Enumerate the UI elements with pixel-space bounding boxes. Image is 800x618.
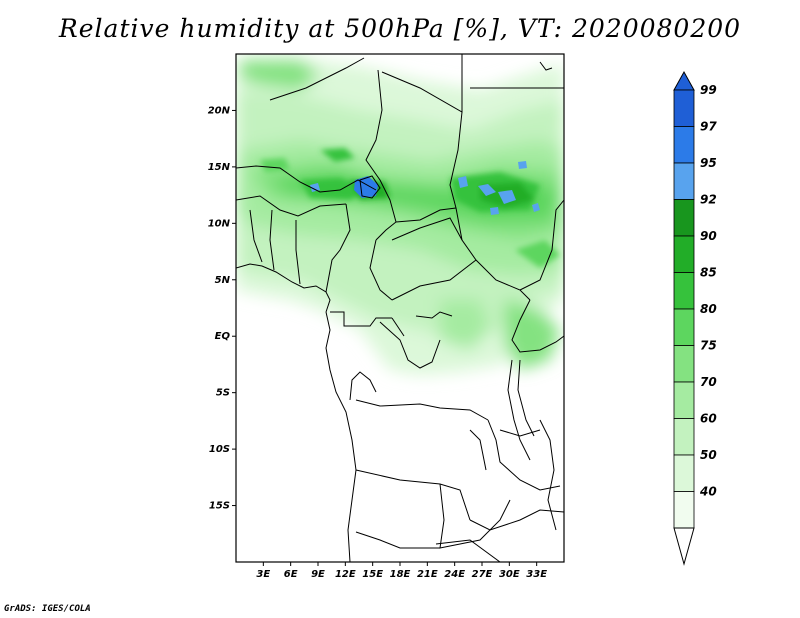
colorbar-segment [673,418,695,456]
page-title: Relative humidity at 500hPa [%], VT: 202… [58,14,742,43]
lat-tick-label: 20N [208,105,231,116]
colorbar-label: 97 [700,120,717,134]
longitude-axis: 3E 6E 9E 12E 15E 18E 21E 24E 27E 30E 33E [256,562,547,580]
colorbar-label: 95 [700,156,717,170]
colorbar-label: 60 [700,412,717,426]
lat-tick-label: 10S [209,444,230,455]
lat-tick-label: 5N [215,275,231,286]
colorbar-label: 80 [700,302,717,316]
credit-text: GrADS: IGES/COLA [4,604,91,614]
lon-tick-label: 21E [417,569,438,580]
colorbar-label: 50 [700,448,717,462]
colorbar-label: 90 [700,229,717,243]
lat-tick-label: EQ [215,331,231,342]
lat-tick-label: 15S [209,501,230,512]
colorbar-label: 40 [699,485,717,499]
colorbar-segment [673,126,695,164]
lon-tick-label: 18E [390,569,411,580]
humidity-field [236,54,564,562]
colorbar-label: 75 [700,339,717,353]
lon-tick-label: 6E [284,569,298,580]
lon-tick-label: 33E [526,569,547,580]
colorbar-segment [673,89,695,127]
lon-tick-label: 24E [444,569,465,580]
colorbar-segment [673,491,695,529]
lon-tick-label: 3E [256,569,270,580]
lon-tick-label: 30E [499,569,520,580]
colorbar-segment [673,345,695,383]
lat-tick-label: 5S [216,388,230,399]
colorbar-segment [673,272,695,310]
lon-tick-label: 9E [311,569,325,580]
colorbar-bottom-arrow [673,527,695,566]
colorbar-label: 92 [700,193,717,207]
colorbar-label: 99 [700,83,717,97]
lon-tick-label: 15E [362,569,383,580]
colorbar-segment [673,454,695,492]
colorbar-segment [673,381,695,419]
colorbar-segment [673,162,695,200]
colorbar-segment [673,199,695,237]
lon-tick-label: 27E [472,569,493,580]
lon-tick-label: 12E [335,569,356,580]
colorbar-legend: 99 97 95 92 90 85 80 75 70 60 50 40 [673,70,717,566]
country-borders [236,54,564,562]
colorbar-top-arrow [673,70,695,91]
lat-tick-label: 10N [208,218,231,229]
colorbar-segment [673,235,695,273]
colorbar-label: 85 [700,266,717,280]
lat-tick-label: 15N [208,162,231,173]
colorbar-label: 70 [700,375,717,389]
latitude-axis: 20N 15N 10N 5N EQ 5S 10S 15S [208,105,236,512]
colorbar-segment [673,308,695,346]
